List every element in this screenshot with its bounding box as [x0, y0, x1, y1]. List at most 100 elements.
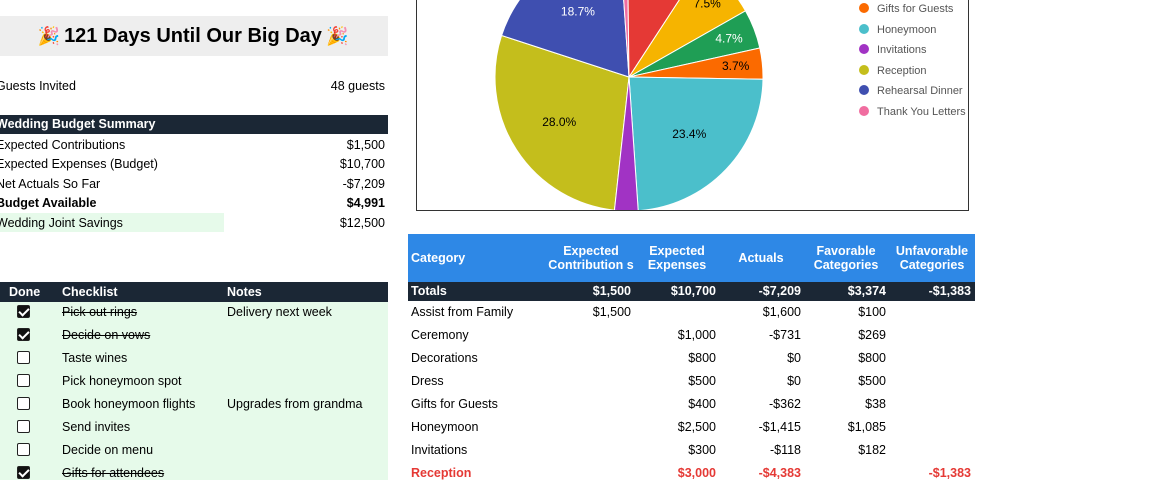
summary-row: Budget Available $4,991: [0, 193, 388, 213]
summary-label: Expected Expenses (Budget): [0, 157, 158, 171]
expected-expenses-header: Expected Expenses: [647, 244, 707, 272]
category-cell: Assist from Family: [411, 305, 514, 319]
pie-slice[interactable]: [620, 0, 630, 78]
pie-slice[interactable]: [500, 0, 630, 78]
expenses-cell: $800: [688, 351, 716, 365]
expenses-cell: $3,000: [677, 466, 716, 480]
summary-label: Wedding Joint Savings: [0, 216, 123, 230]
favorable-cell: $38: [865, 397, 886, 411]
pie-slice-label: 3.7%: [722, 59, 750, 73]
summary-row: Expected Contributions $1,500: [0, 135, 388, 155]
legend-swatch: [859, 23, 869, 34]
budget-summary-header: Wedding Budget Summary: [0, 115, 388, 134]
done-checkbox[interactable]: [17, 374, 30, 387]
pie-slice[interactable]: [494, 34, 630, 210]
checklist-item-text: Decide on menu: [62, 443, 154, 457]
guests-row: Guests Invited 48 guests: [0, 76, 388, 96]
favorable-cell: $500: [858, 374, 886, 388]
checklist-item: Send invites: [0, 417, 388, 440]
checklist-item-text: Decide on vows: [62, 328, 151, 342]
checklist-item: Decide on vows: [0, 325, 388, 348]
done-checkbox[interactable]: [17, 420, 30, 433]
legend-swatch: [859, 3, 869, 13]
countdown-title: 121 Days Until Our Big Day: [64, 24, 322, 47]
category-row: Assist from Family $1,500 $1,600 $100: [408, 302, 975, 325]
summary-value: -$7,209: [342, 177, 385, 191]
category-row: Decorations $800 $0 $800: [408, 348, 975, 371]
checklist-item-note: Delivery next week: [227, 305, 332, 319]
checklist-item: Taste wines: [0, 348, 388, 371]
category-cell: Ceremony: [411, 328, 469, 342]
category-row: Ceremony $1,000 -$731 $269: [408, 325, 975, 348]
legend-item: Thank You Letters: [859, 104, 966, 120]
guests-label: Guests Invited: [0, 79, 76, 93]
expenses-cell: $400: [688, 397, 716, 411]
favorable-header: Favorable Categories: [813, 244, 879, 272]
favorable-cell: $800: [858, 351, 886, 365]
contributions-cell: $1,500: [592, 305, 631, 319]
actuals-cell: -$1,415: [758, 420, 801, 434]
summary-label: Net Actuals So Far: [0, 177, 101, 191]
favorable-cell: $182: [858, 443, 886, 457]
checklist-item: Pick out rings Delivery next week: [0, 302, 388, 325]
legend-label: Reception: [877, 64, 927, 77]
totals-unfavorable: -$1,383: [928, 284, 971, 298]
totals-actuals: -$7,209: [758, 284, 801, 298]
done-checkbox[interactable]: [17, 351, 30, 364]
category-cell: Gifts for Guests: [411, 397, 498, 411]
checklist-item-text: Gifts for attendees: [62, 466, 165, 480]
favorable-cell: $269: [858, 328, 886, 342]
notes-column-header: Notes: [227, 285, 262, 299]
legend-label: Honeymoon: [877, 23, 937, 36]
actuals-cell: $0: [787, 351, 801, 365]
checklist-item-text: Taste wines: [62, 351, 128, 365]
legend-label: Rehearsal Dinner: [877, 85, 963, 97]
category-table-header: Category Expected Contribution s Expecte…: [408, 234, 975, 282]
totals-expenses: $10,700: [670, 284, 716, 298]
checklist-item-text: Pick honeymoon spot: [62, 374, 182, 388]
checklist-item: Pick honeymoon spot: [0, 371, 388, 394]
checklist-header: Done Checklist Notes: [0, 282, 388, 302]
done-column-header: Done: [9, 285, 41, 299]
legend-swatch: [859, 85, 869, 95]
category-header: Category: [411, 251, 466, 265]
summary-value: $4,991: [346, 196, 385, 210]
budget-summary-title: Wedding Budget Summary: [0, 117, 156, 131]
pie-slice[interactable]: [613, 76, 639, 210]
done-checkbox[interactable]: [17, 443, 30, 456]
summary-row: Wedding Joint Savings $12,500: [0, 213, 388, 233]
legend-swatch: [859, 105, 869, 116]
countdown-banner: 🎉 121 Days Until Our Big Day 🎉: [0, 16, 388, 56]
expenses-cell: $500: [688, 374, 716, 388]
legend-label: Gifts for Guests: [877, 3, 954, 15]
checklist-item-text: Pick out rings: [62, 305, 138, 319]
actuals-header: Actuals: [738, 251, 784, 265]
expenses-cell: $300: [688, 443, 716, 457]
checklist-item: Gifts for attendees: [0, 463, 388, 486]
totals-favorable: $3,374: [847, 284, 886, 298]
done-checkbox[interactable]: [17, 328, 30, 341]
pie-slice-label: 28.0%: [542, 115, 576, 129]
legend-item: Gifts for Guests: [859, 1, 953, 17]
checklist-column-header: Checklist: [62, 285, 118, 299]
summary-value: $10,700: [339, 157, 385, 171]
savings-highlight: [0, 213, 224, 232]
party-popper-icon: 🎉: [37, 25, 61, 46]
done-checkbox[interactable]: [17, 305, 30, 318]
pie-slice-label: 4.7%: [715, 32, 743, 46]
actuals-cell: -$118: [769, 443, 801, 457]
unfavorable-header: Unfavorable Categories: [895, 244, 969, 272]
legend-swatch: [859, 44, 869, 54]
category-cell: Invitations: [411, 443, 468, 457]
totals-label: Totals: [411, 284, 447, 298]
summary-value: $12,500: [339, 216, 385, 230]
legend-item: Reception: [859, 63, 927, 79]
category-row: Reception $3,000 -$4,383 -$1,383: [408, 463, 975, 486]
checklist-item: Book honeymoon flights Upgrades from gran…: [0, 394, 388, 417]
totals-contributions: $1,500: [592, 284, 631, 298]
pie-slice-label: 7.5%: [693, 0, 721, 11]
pie-slice[interactable]: [628, 76, 764, 210]
summary-value: $1,500: [346, 138, 385, 152]
done-checkbox[interactable]: [17, 397, 30, 410]
done-checkbox[interactable]: [17, 466, 30, 479]
